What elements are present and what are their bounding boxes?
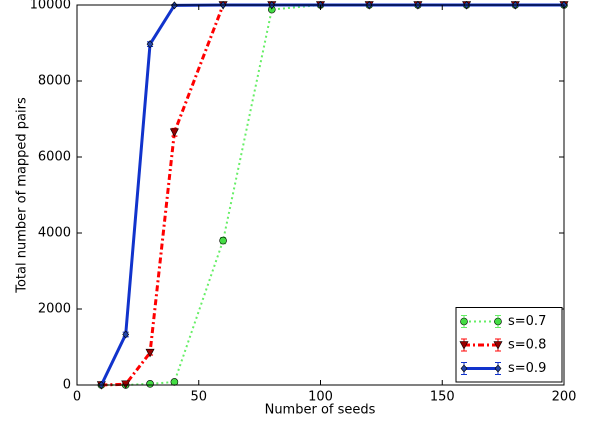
- legend-label: s=0.7: [508, 314, 546, 329]
- y-tick-label: 8000: [38, 74, 71, 89]
- x-axis-label: Number of seeds: [265, 403, 376, 418]
- marker: [145, 348, 155, 358]
- legend-marker: [493, 341, 503, 350]
- legend-marker: [494, 317, 502, 326]
- marker: [122, 330, 130, 339]
- marker: [170, 378, 179, 386]
- marker: [219, 236, 227, 245]
- legend-marker: [460, 317, 468, 326]
- x-tick-label: 0: [73, 390, 81, 405]
- legend-label: s=0.8: [508, 338, 546, 353]
- x-tick-label: 200: [552, 390, 577, 405]
- marker: [146, 380, 154, 388]
- y-tick-label: 0: [63, 378, 71, 393]
- y-axis-label: Total number of mapped pairs: [15, 97, 30, 294]
- legend-label: s=0.9: [508, 361, 546, 376]
- legend-marker: [459, 341, 469, 350]
- y-tick-label: 10000: [30, 0, 71, 13]
- marker: [121, 380, 131, 389]
- y-tick-label: 4000: [38, 226, 71, 241]
- x-tick-label: 50: [190, 390, 207, 405]
- x-tick-label: 100: [308, 390, 333, 405]
- marker: [169, 128, 179, 137]
- y-tick-label: 6000: [38, 150, 71, 165]
- x-tick-label: 150: [430, 390, 455, 405]
- legend-marker: [494, 364, 502, 373]
- marker: [146, 40, 154, 49]
- y-tick-label: 2000: [38, 302, 71, 317]
- legend-marker: [460, 364, 468, 373]
